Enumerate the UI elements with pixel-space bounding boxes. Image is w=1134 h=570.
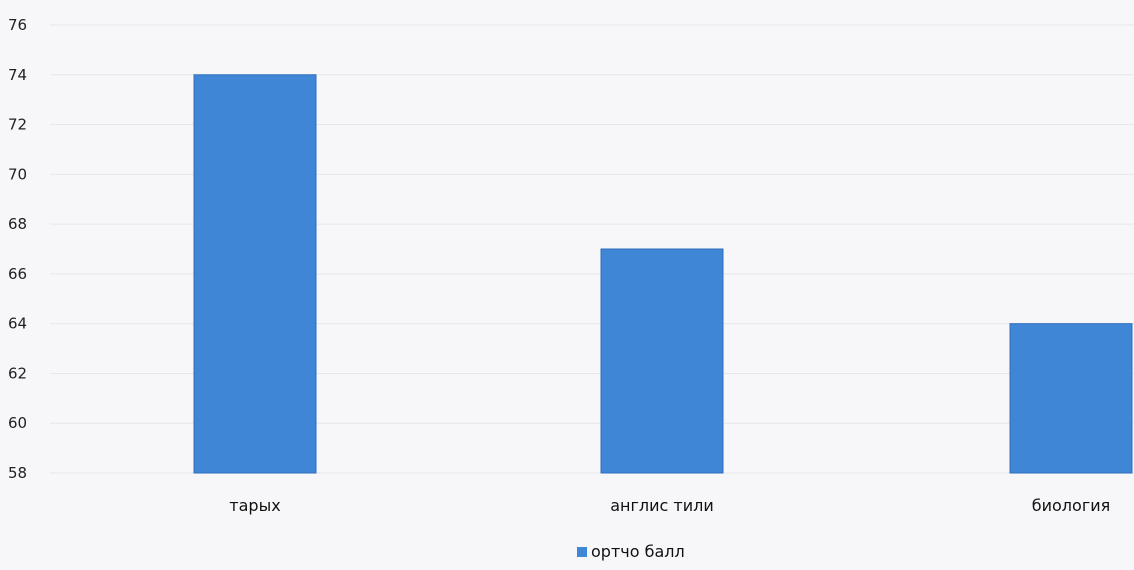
x-tick-label: тарых [229, 496, 280, 515]
bar [193, 74, 317, 474]
y-tick-label: 66 [8, 265, 27, 283]
x-tick-label: биология [1032, 496, 1111, 515]
y-tick-label: 70 [8, 165, 27, 183]
legend-swatch [577, 547, 587, 557]
bar [600, 248, 724, 474]
y-tick-label: 76 [8, 16, 27, 34]
y-tick-label: 74 [8, 66, 27, 84]
y-tick-label: 68 [8, 215, 27, 233]
y-tick-label: 72 [8, 116, 27, 134]
y-tick-label: 60 [8, 414, 27, 432]
x-axis: тарых англис тили биология [229, 496, 1110, 515]
bars [193, 74, 1133, 474]
y-tick-label: 58 [8, 464, 27, 482]
y-axis: 76 74 72 70 68 66 64 62 60 58 [8, 16, 27, 482]
bar [1009, 323, 1133, 474]
legend-label: ортчо балл [591, 542, 685, 561]
y-tick-label: 64 [8, 315, 27, 333]
legend: ортчо балл [577, 542, 685, 561]
x-tick-label: англис тили [610, 496, 714, 515]
y-tick-label: 62 [8, 364, 27, 382]
